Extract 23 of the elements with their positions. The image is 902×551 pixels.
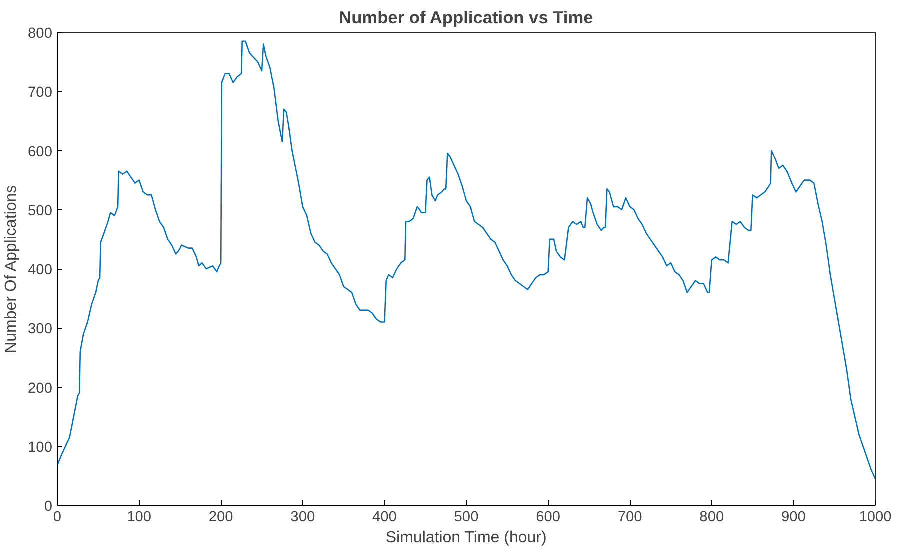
x-tick-label: 1000	[859, 510, 892, 526]
y-tick-label: 200	[28, 380, 53, 397]
y-tick-label: 500	[28, 203, 53, 220]
x-tick-label: 200	[208, 510, 234, 526]
y-axis-title: Number Of Applications	[3, 185, 20, 354]
x-tick-label: 600	[536, 510, 561, 526]
y-tick-label: 600	[28, 144, 53, 160]
x-tick-label: 700	[618, 510, 642, 526]
y-tick-label: 100	[28, 440, 53, 456]
y-tick-label: 700	[28, 85, 53, 102]
chart-title: Number of Application vs Time	[339, 8, 594, 28]
x-tick-label: 900	[781, 510, 806, 526]
y-tick-label: 400	[28, 262, 53, 278]
y-tick-label: 0	[44, 499, 53, 515]
x-axis-title: Simulation Time (hour)	[386, 530, 547, 546]
line-series	[58, 40, 876, 480]
y-tick-label: 300	[28, 322, 53, 338]
x-tick-label: 800	[700, 510, 724, 526]
y-tick-label: 800	[28, 26, 53, 42]
x-tick-label: 300	[290, 510, 316, 526]
x-tick-label: 500	[454, 510, 479, 526]
x-tick-label: 400	[372, 510, 397, 526]
x-tick-label: 100	[127, 510, 152, 526]
